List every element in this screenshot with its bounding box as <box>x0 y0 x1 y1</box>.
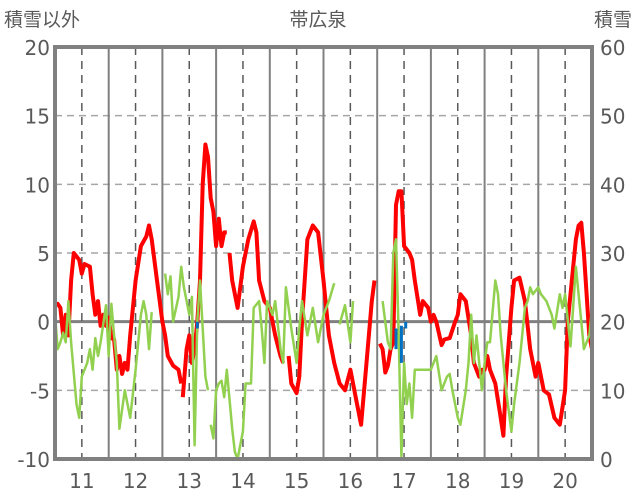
plot-frame <box>53 45 594 461</box>
x-tick-label: 15 <box>284 469 309 493</box>
y2-tick-label: 20 <box>600 311 625 335</box>
y-tick-label: -5 <box>30 379 50 403</box>
y2-tick-label: 10 <box>600 379 625 403</box>
series-line-blue <box>195 321 408 363</box>
x-tick-label: 13 <box>177 469 202 493</box>
x-tick-label: 11 <box>69 469 94 493</box>
y2-tick-label: 60 <box>600 36 625 60</box>
x-tick-label: 12 <box>123 469 148 493</box>
right-axis-label: 積雪 <box>594 9 632 31</box>
y-tick-label: 15 <box>25 105 50 129</box>
y-tick-label: 10 <box>25 173 50 197</box>
y2-tick-label: 50 <box>600 105 625 129</box>
x-tick-label: 18 <box>445 469 470 493</box>
x-tick-label: 14 <box>230 469 255 493</box>
x-tick-label: 20 <box>552 469 577 493</box>
chart-title: 帯広泉 <box>289 9 346 31</box>
series-line-green <box>53 238 594 461</box>
y2-tick-label: 0 <box>600 448 613 472</box>
y-tick-label: -10 <box>17 448 50 472</box>
x-tick-label: 16 <box>338 469 363 493</box>
left-axis-label: 積雪以外 <box>4 9 80 31</box>
y2-tick-label: 30 <box>600 242 625 266</box>
y2-tick-label: 40 <box>600 173 625 197</box>
x-tick-label: 19 <box>499 469 524 493</box>
y-tick-label: 5 <box>37 242 50 266</box>
series-line-red <box>54 142 594 438</box>
y-tick-label: 0 <box>37 311 50 335</box>
y-tick-label: 20 <box>25 36 50 60</box>
x-tick-label: 17 <box>391 469 416 493</box>
